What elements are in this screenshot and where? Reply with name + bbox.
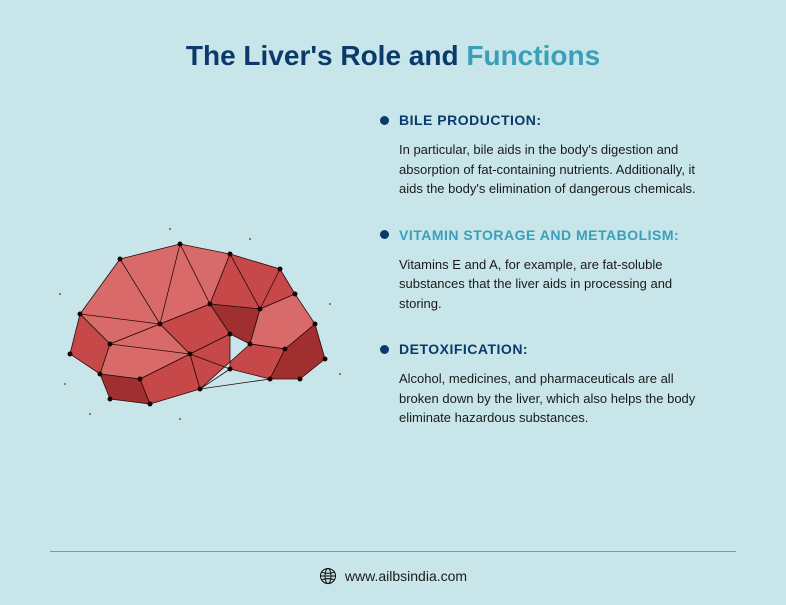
content-row: BILE PRODUCTION: In particular, bile aid… [50,107,736,541]
function-heading-row: BILE PRODUCTION: [380,112,736,128]
function-body: Vitamins E and A, for example, are fat-s… [380,255,710,314]
liver-illustration-column [50,107,350,541]
function-item: DETOXIFICATION: Alcohol, medicines, and … [380,341,736,428]
function-heading-row: DETOXIFICATION: [380,341,736,357]
infographic-container: The Liver's Role and Functions [0,0,786,605]
function-heading-row: VITAMIN STORAGE AND METABOLISM: [380,227,736,243]
functions-list: BILE PRODUCTION: In particular, bile aid… [380,107,736,541]
bullet-icon [380,230,389,239]
liver-polygonal-illustration [50,214,350,434]
bullet-icon [380,345,389,354]
globe-icon [319,567,337,585]
function-body: In particular, bile aids in the body's d… [380,140,710,199]
function-item: BILE PRODUCTION: In particular, bile aid… [380,112,736,199]
page-title: The Liver's Role and Functions [50,40,736,72]
title-main: The Liver's Role and [186,40,467,71]
function-heading: DETOXIFICATION: [399,341,528,357]
title-accent: Functions [466,40,600,71]
function-heading: VITAMIN STORAGE AND METABOLISM: [399,227,679,243]
footer: www.ailbsindia.com [50,551,736,585]
footer-url: www.ailbsindia.com [345,568,467,584]
function-heading: BILE PRODUCTION: [399,112,542,128]
bullet-icon [380,116,389,125]
function-body: Alcohol, medicines, and pharmaceuticals … [380,369,710,428]
function-item: VITAMIN STORAGE AND METABOLISM: Vitamins… [380,227,736,314]
